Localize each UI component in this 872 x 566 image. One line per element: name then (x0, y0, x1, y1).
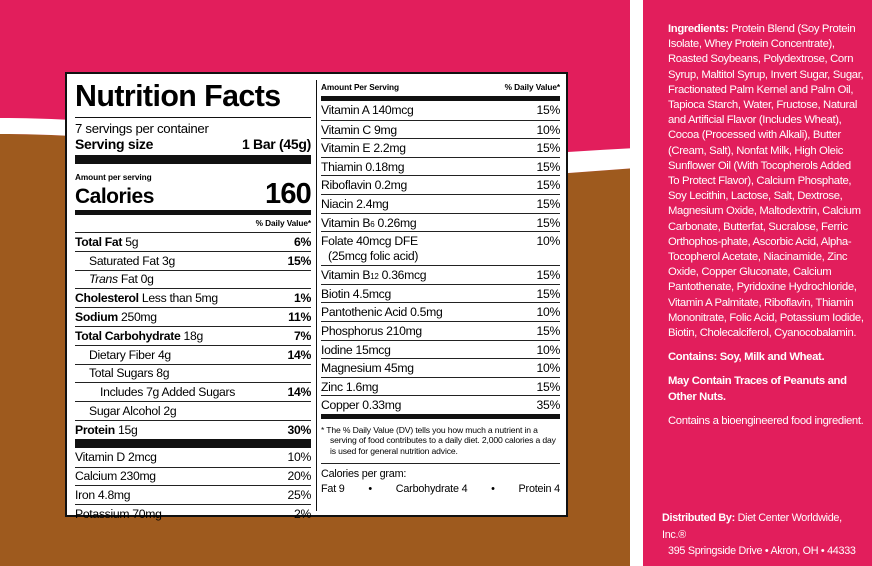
nutrition-right-column: Amount Per Serving % Daily Value* Vitami… (321, 82, 560, 495)
nutrition-facts-label: Nutrition Facts 7 servings per container… (65, 72, 568, 521)
column-separator (316, 80, 317, 511)
vitamin-row-potassium: Potassium 70mg 2% (75, 504, 311, 523)
ingredients-label: Ingredients: (668, 23, 729, 35)
bullet-icon: • (491, 483, 495, 496)
panel-divider (630, 0, 643, 566)
bullet-icon: • (368, 483, 372, 496)
nutrient-row-sodium: Sodium 250mg 11% (75, 307, 311, 326)
nutrient-row-total-sugars: Total Sugars 8g (75, 363, 311, 383)
right-header: Amount Per Serving % Daily Value* (321, 82, 560, 94)
vitamin-row-pantothenic-acid: Pantothenic Acid 0.5mg 10% (321, 302, 560, 321)
vitamin-row-phosphorus: Phosphorus 210mg 15% (321, 320, 560, 340)
distributor-name: Diet Center Worldwide, Inc.® (662, 512, 842, 541)
distributor-block: Distributed By: Diet Center Worldwide, I… (662, 510, 867, 560)
thick-rule (75, 155, 311, 164)
cpg-fat: Fat 9 (321, 483, 345, 496)
vitamin-row-vitamin-e: Vitamin E 2.2mg 15% (321, 138, 560, 157)
nutrition-facts-title: Nutrition Facts (75, 78, 281, 113)
vitamin-row-vitamin-b12: Vitamin B12 0.36mcg 15% (321, 265, 560, 284)
vitamin-row-calcium: Calcium 230mg 20% (75, 466, 311, 486)
nutrient-row-protein: Protein 15g 30% (75, 419, 311, 439)
allergen-traces: May Contain Traces of Peanuts and Other … (668, 375, 847, 403)
amount-per-serving: Amount per serving (75, 172, 152, 182)
distributor-label: Distributed By: (662, 512, 735, 524)
serving-size-row: Serving size 1 Bar (45g) (75, 136, 311, 152)
vitamin-row-vitamin-c: Vitamin C 9mg 10% (321, 119, 560, 139)
ingredients-text: Protein Blend (Soy Protein Isolate, Whey… (668, 23, 864, 340)
nutrient-row-total-fat: Total Fat 5g 6% (75, 232, 311, 251)
vitamin-row-vitamin-a: Vitamin A 140mcg 15% (321, 103, 560, 117)
servings-per-container: 7 servings per container (75, 121, 209, 136)
calories-row: Calories 160 (75, 178, 312, 210)
serving-size-label: Serving size (75, 136, 154, 152)
vitamin-row-biotin: Biotin 4.5mcg 15% (321, 283, 560, 303)
calories-per-gram-row: Fat 9 • Carbohydrate 4 • Protein 4 (321, 483, 560, 495)
vitamin-row-folate: Folate 40mcg DFE (25mcg folic acid) 10% (321, 231, 560, 265)
vitamin-row-riboflavin: Riboflavin 0.2mg 15% (321, 175, 560, 194)
allergen-contains: Contains: Soy, Milk and Wheat. (668, 351, 825, 364)
footnote-rule (321, 413, 560, 419)
nutrition-left-column: Nutrition Facts 7 servings per container… (75, 78, 312, 523)
calories-value: 160 (265, 178, 312, 210)
vitamin-row-copper: Copper 0.33mg 35% (321, 395, 560, 414)
vitamin-row-vitamin-b6: Vitamin B6 0.26mg 15% (321, 212, 560, 232)
vitamin-row-iron: Iron 4.8mg 25% (75, 485, 311, 504)
vitamin-row-iodine: Iodine 15mcg 10% (321, 339, 560, 359)
vitamin-row-thiamin: Thiamin 0.18mg 15% (321, 156, 560, 176)
nutrient-row-added-sugars: Includes 7g Added Sugars 14% (75, 382, 311, 401)
nutrient-row-total-carbohydrate: Total Carbohydrate 18g 7% (75, 325, 311, 345)
serving-size-value: 1 Bar (45g) (241, 136, 311, 152)
nutrient-row-dietary-fiber: Dietary Fiber 4g 14% (75, 344, 311, 364)
cpg-protein: Protein 4 (518, 483, 561, 496)
nutrient-row-trans-fat: Trans Fat 0g (75, 269, 311, 289)
cpg-carbohydrate: Carbohydrate 4 (395, 483, 468, 496)
medium-rule (75, 210, 311, 215)
right-header-rule (321, 96, 560, 101)
daily-value-header: % Daily Value* (255, 218, 311, 228)
bioengineered-notice: Contains a bioengineered food ingredient… (668, 414, 864, 427)
vitamin-row-niacin: Niacin 2.4mg 15% (321, 193, 560, 213)
title-rule (75, 117, 311, 118)
ingredients-paragraph: Ingredients: Protein Blend (Soy Protein … (668, 22, 864, 341)
daily-value-footnote: * The % Daily Value (DV) tells you how m… (321, 424, 556, 456)
ingredients-block: Ingredients: Protein Blend (Soy Protein … (668, 22, 864, 438)
vitamin-row-magnesium: Magnesium 45mg 10% (321, 358, 560, 377)
daily-value-header-right: % Daily Value* (504, 82, 560, 92)
vitamin-row-vitamin-d: Vitamin D 2mcg 10% (75, 450, 311, 465)
vitamin-row-zinc: Zinc 1.6mg 15% (321, 376, 560, 396)
calories-per-gram-label: Calories per gram: (321, 463, 560, 480)
nutrient-row-saturated-fat: Saturated Fat 3g 15% (75, 250, 311, 270)
distributor-address: 395 Springside Drive • Akron, OH • 44333 (668, 545, 856, 557)
nutrient-row-cholesterol: Cholesterol Less than 5mg 1% (75, 288, 311, 307)
nutrient-row-sugar-alcohol: Sugar Alcohol 2g (75, 401, 311, 420)
ingredients-panel: Ingredients: Protein Blend (Soy Protein … (643, 0, 872, 566)
calories-label: Calories (75, 185, 154, 208)
amount-per-serving-header: Amount Per Serving (321, 82, 399, 92)
thick-rule-bottom (75, 438, 311, 448)
